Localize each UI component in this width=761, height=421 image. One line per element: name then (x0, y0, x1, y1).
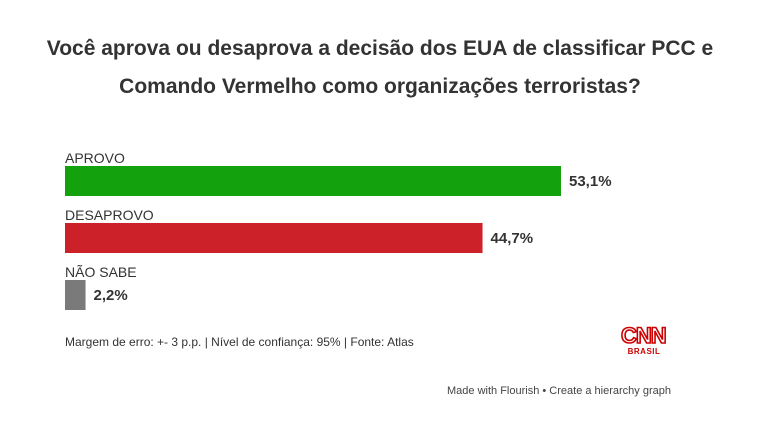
category-label-desaprovo: DESAPROVO (65, 207, 154, 223)
category-label-aprovo: APROVO (65, 150, 125, 166)
value-label-aprovo: 53,1% (569, 173, 612, 190)
cnn-brasil-logo: CNN BRASIL (620, 323, 667, 356)
logo-sub-text: BRASIL (627, 347, 661, 356)
value-label-desaprovo: 44,7% (491, 230, 534, 247)
create-hierarchy-link[interactable]: Create a hierarchy graph (549, 385, 671, 397)
category-label-nao-sabe: NÃO SABE (65, 264, 137, 280)
credit-separator: • (539, 385, 550, 397)
made-with-flourish-link[interactable]: Made with Flourish (447, 385, 540, 397)
chart-title: Você aprova ou desaprova a decisão dos E… (46, 37, 714, 98)
value-label-nao-sabe: 2,2% (94, 287, 128, 304)
flourish-credit: Made with Flourish • Create a hierarchy … (447, 385, 671, 397)
bar-desaprovo[interactable] (65, 223, 483, 253)
footnote: Margem de erro: +- 3 p.p. | Nível de con… (65, 335, 414, 349)
bar-nao-sabe[interactable] (65, 280, 86, 310)
bar-aprovo[interactable] (65, 166, 561, 196)
logo-main-text: CNN (620, 323, 667, 348)
